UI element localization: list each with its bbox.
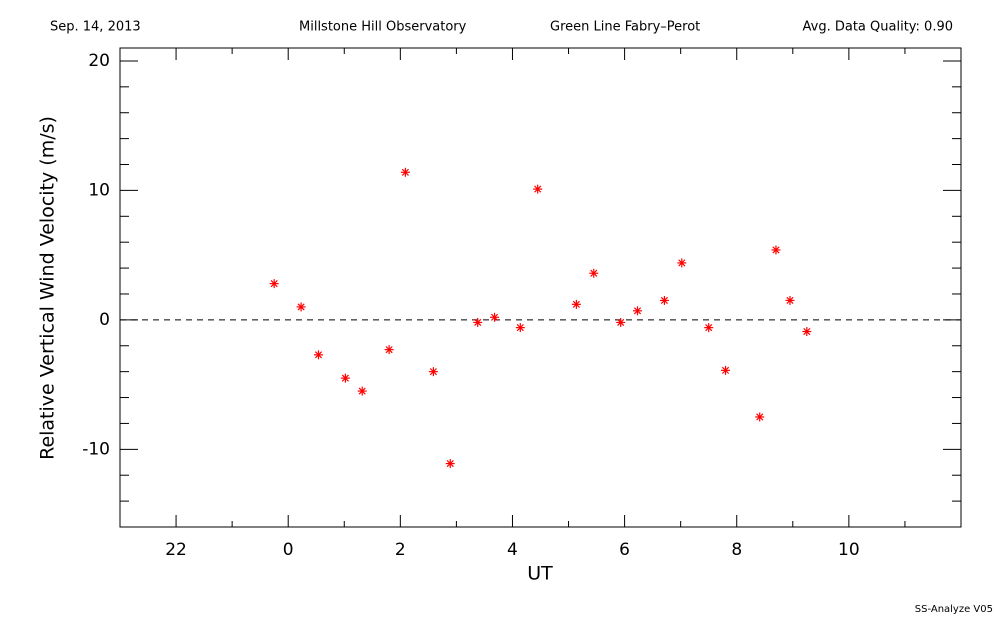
data-point xyxy=(296,302,306,312)
asterisk-stroke xyxy=(297,303,305,311)
asterisk-stroke xyxy=(756,413,764,421)
data-point xyxy=(571,299,581,309)
data-point xyxy=(677,258,687,268)
asterisk-stroke xyxy=(358,387,366,395)
data-point xyxy=(785,295,795,305)
asterisk-stroke xyxy=(786,296,794,305)
asterisk-stroke xyxy=(401,168,409,176)
asterisk-stroke xyxy=(270,280,278,288)
y-tick-label: 0 xyxy=(99,310,110,330)
header-date: Sep. 14, 2013 xyxy=(50,20,141,35)
x-tick-label: 6 xyxy=(619,540,630,560)
asterisk-stroke xyxy=(474,318,482,327)
asterisk-stroke xyxy=(678,259,686,267)
data-point xyxy=(269,279,279,289)
asterisk-stroke xyxy=(516,324,524,332)
asterisk-stroke xyxy=(490,313,499,321)
y-axis-label: Relative Vertical Wind Velocity (m/s) xyxy=(37,116,59,460)
x-tick-label: 2 xyxy=(395,540,406,560)
asterisk-stroke xyxy=(617,318,625,327)
data-point xyxy=(357,386,367,396)
asterisk-stroke xyxy=(705,324,713,332)
data-point xyxy=(721,365,731,375)
footer: SS-Analyze V05 xyxy=(915,604,993,615)
data-point xyxy=(616,317,626,327)
asterisk-stroke xyxy=(721,366,730,374)
data-point xyxy=(490,312,500,322)
header-observatory: Millstone Hill Observatory xyxy=(299,20,467,35)
header-quality: Avg. Data Quality: 0.90 xyxy=(803,20,953,35)
x-tick-label: 4 xyxy=(507,540,518,560)
data-point xyxy=(340,373,350,383)
data-point xyxy=(400,167,410,177)
data-point xyxy=(589,268,599,278)
data-point xyxy=(473,317,483,327)
asterisk-stroke xyxy=(429,368,437,376)
asterisk-stroke xyxy=(660,296,668,305)
y-tick-label: 20 xyxy=(88,51,110,71)
data-point xyxy=(515,323,525,333)
asterisk-stroke xyxy=(314,351,323,359)
asterisk-stroke xyxy=(385,346,393,354)
y-tick-label: 10 xyxy=(88,180,110,200)
data-point xyxy=(533,184,543,194)
asterisk-stroke xyxy=(572,300,580,308)
data-point xyxy=(384,345,394,355)
asterisk-stroke xyxy=(341,374,349,382)
asterisk-stroke xyxy=(772,246,780,254)
data-point xyxy=(771,245,781,255)
header-instrument: Green Line Fabry–Perot xyxy=(550,20,700,35)
data-point xyxy=(659,295,669,305)
asterisk-stroke xyxy=(446,459,454,468)
plot-frame xyxy=(119,47,962,528)
asterisk-stroke xyxy=(803,327,811,336)
data-point xyxy=(755,412,765,422)
x-tick-label: 10 xyxy=(838,540,860,560)
x-axis-label: UT xyxy=(527,563,553,585)
y-tick-label: -10 xyxy=(82,439,110,459)
x-tick-label: 0 xyxy=(283,540,294,560)
data-point xyxy=(428,367,438,377)
asterisk-stroke xyxy=(534,185,542,193)
x-tick-label: 22 xyxy=(165,540,187,560)
data-point xyxy=(313,350,323,360)
data-point xyxy=(802,327,812,337)
x-tick-label: 8 xyxy=(731,540,742,560)
asterisk-stroke xyxy=(590,269,598,277)
data-point xyxy=(632,306,642,316)
data-point xyxy=(445,459,455,469)
asterisk-stroke xyxy=(633,307,642,315)
data-point xyxy=(704,323,714,333)
